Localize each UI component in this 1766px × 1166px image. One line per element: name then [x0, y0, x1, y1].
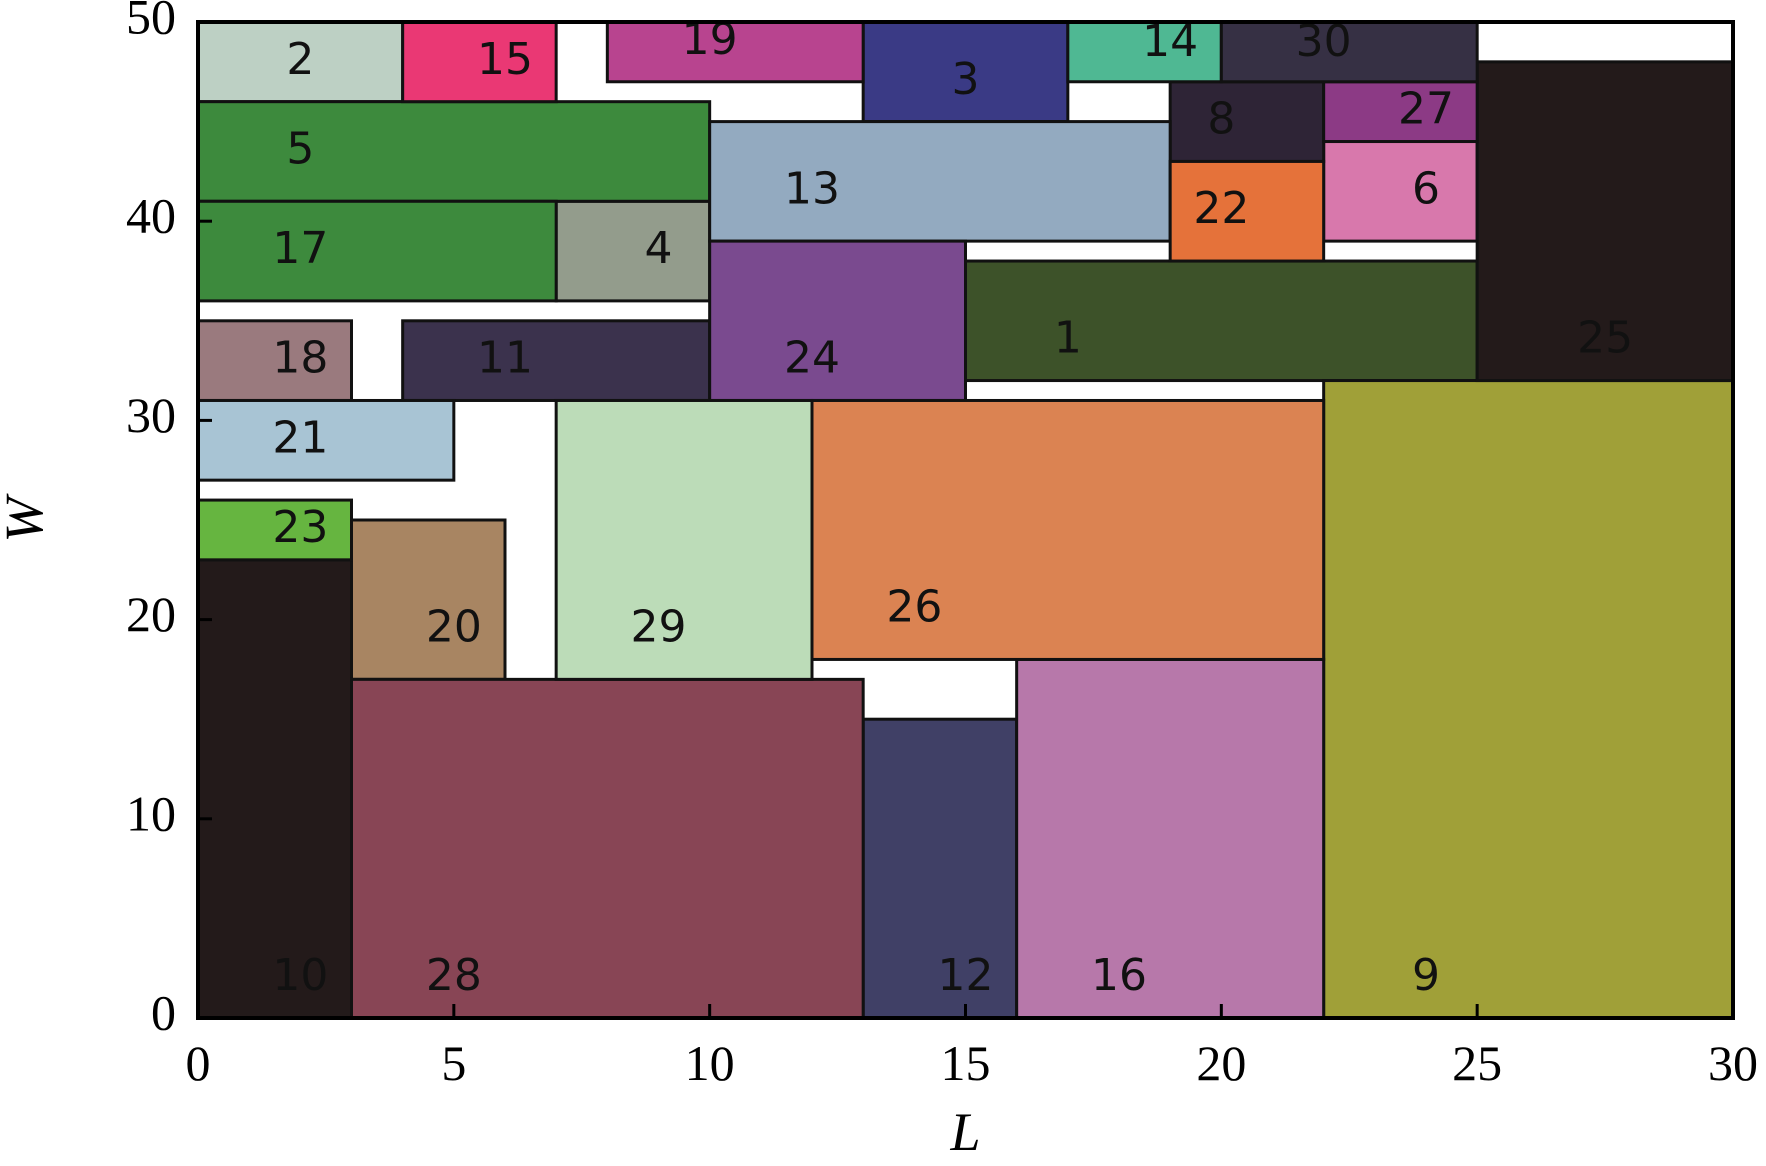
rect-29 — [554, 398, 814, 681]
rect-3 — [861, 20, 1070, 124]
x-axis-label: L — [949, 1102, 980, 1162]
rect-label-30: 30 — [1296, 16, 1352, 67]
rect-22 — [1168, 159, 1326, 263]
rect-5 — [196, 100, 712, 203]
rect-30 — [1219, 20, 1479, 84]
rect-28 — [350, 677, 865, 1020]
y-axis-ticks: 0 10 20 30 40 50 — [126, 0, 212, 1040]
x-tick-label: 15 — [941, 1035, 991, 1091]
rect-label-20: 20 — [426, 602, 482, 653]
rect-label-10: 10 — [272, 950, 328, 1001]
rect-label-8: 8 — [1207, 94, 1235, 145]
rect-label-12: 12 — [938, 950, 994, 1001]
rect-label-6: 6 — [1412, 163, 1440, 214]
rect-26 — [810, 398, 1326, 661]
y-tick-label: 30 — [126, 387, 176, 443]
rect-label-26: 26 — [886, 582, 942, 633]
rect-label-21: 21 — [272, 412, 328, 463]
rect-11 — [401, 319, 712, 402]
x-tick-label: 30 — [1708, 1035, 1758, 1091]
rect-label-28: 28 — [426, 950, 482, 1001]
rect-label-3: 3 — [952, 54, 980, 105]
rect-label-17: 17 — [272, 223, 328, 274]
rect-25 — [1475, 60, 1735, 383]
rect-label-24: 24 — [784, 333, 840, 384]
x-tick-label: 5 — [441, 1035, 466, 1091]
y-tick-label: 40 — [126, 188, 176, 244]
y-tick-label: 0 — [151, 984, 176, 1040]
x-tick-label: 20 — [1196, 1035, 1246, 1091]
rect-label-11: 11 — [477, 333, 533, 384]
rect-label-15: 15 — [477, 34, 533, 85]
rect-label-18: 18 — [272, 333, 328, 384]
rect-23 — [196, 498, 353, 562]
rect-9 — [1322, 379, 1735, 1020]
y-tick-label: 50 — [126, 0, 176, 44]
rect-20 — [350, 518, 507, 681]
rect-27 — [1322, 80, 1479, 144]
rect-label-2: 2 — [286, 34, 314, 85]
x-tick-label: 25 — [1452, 1035, 1502, 1091]
rect-4 — [554, 199, 712, 303]
rect-label-29: 29 — [631, 602, 687, 653]
rectangles-layer — [196, 20, 1735, 1020]
rect-8 — [1168, 80, 1326, 163]
rect-16 — [1015, 657, 1326, 1020]
rect-17 — [196, 199, 558, 303]
y-axis-label: W — [0, 492, 54, 542]
rect-label-9: 9 — [1412, 950, 1440, 1001]
y-tick-label: 20 — [126, 586, 176, 642]
rect-label-23: 23 — [272, 502, 328, 553]
rect-15 — [401, 20, 558, 104]
rect-label-16: 16 — [1091, 950, 1147, 1001]
rect-label-14: 14 — [1142, 16, 1198, 67]
rect-1 — [964, 259, 1479, 383]
rect-13 — [708, 120, 1172, 243]
rect-label-13: 13 — [784, 163, 840, 214]
rect-12 — [861, 717, 1019, 1020]
rect-6 — [1322, 140, 1479, 243]
x-axis-ticks: 0 5 10 15 20 25 30 — [186, 1004, 1758, 1091]
rect-24 — [708, 239, 968, 402]
x-tick-label: 0 — [186, 1035, 211, 1091]
rect-label-27: 27 — [1398, 84, 1454, 135]
x-tick-label: 10 — [685, 1035, 735, 1091]
rect-label-1: 1 — [1054, 313, 1082, 364]
rect-label-4: 4 — [645, 223, 673, 274]
y-tick-label: 10 — [126, 785, 176, 841]
rect-label-22: 22 — [1193, 183, 1249, 234]
rect-label-5: 5 — [286, 123, 314, 174]
rect-label-25: 25 — [1577, 313, 1633, 364]
rect-19 — [605, 20, 865, 84]
